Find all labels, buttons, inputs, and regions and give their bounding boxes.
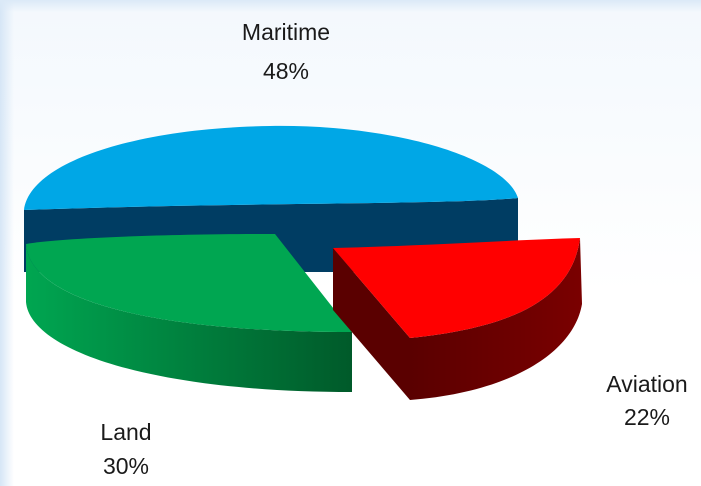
aviation-slice-side-front <box>333 248 410 400</box>
aviation-slice-top <box>333 238 580 338</box>
maritime-value-label: 48% <box>263 58 309 84</box>
aviation-slice-side-curve <box>410 238 582 400</box>
maritime-slice-top <box>24 125 518 210</box>
land-slice-side <box>26 244 352 392</box>
aviation-label: Aviation <box>606 371 687 397</box>
land-value-label: 30% <box>103 453 149 479</box>
maritime-label: Maritime <box>242 19 330 45</box>
land-label: Land <box>100 419 151 445</box>
aviation-value-label: 22% <box>624 404 670 430</box>
top-edge-shade <box>0 0 701 12</box>
left-edge-shade <box>0 0 14 486</box>
land-slice-top <box>26 234 352 332</box>
